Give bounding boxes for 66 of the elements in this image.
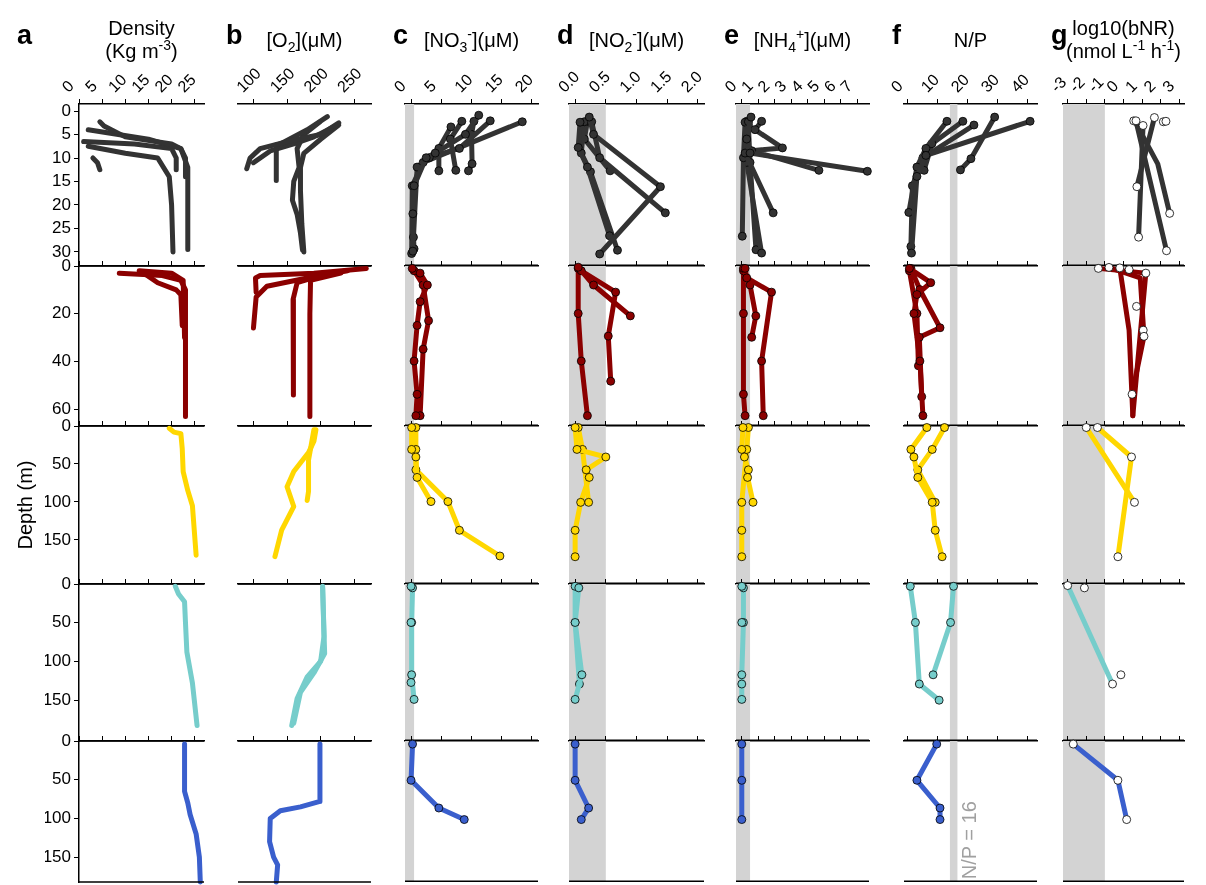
chart-subtitle: [NO$_{2}$$^{-}$](μM) — [588, 25, 685, 55]
chart-subtitle: Density (Kg m$^{-3}$) — [105, 17, 178, 63]
x-tick-label: 10 — [451, 70, 476, 96]
x-tick-label: 20 — [947, 70, 973, 96]
y-tick-label: 20 — [52, 194, 71, 214]
chart-subtitle: [NH$_{4}$$^{+}$](μM) — [753, 25, 852, 55]
x-tick-label: 7 — [837, 77, 856, 96]
y-tick-label: 0 — [61, 573, 71, 593]
x-tick-label: 2 — [1140, 77, 1159, 96]
x-tick-label: 1.0 — [616, 67, 644, 96]
x-tick-label: 1 — [737, 77, 757, 96]
x-tick-label: 20 — [511, 70, 537, 96]
x-tick-label: 10 — [917, 70, 943, 96]
y-tick-label: 40 — [52, 351, 71, 371]
x-tick-label: 0.5 — [585, 67, 614, 96]
x-tick-label: 6 — [820, 77, 839, 96]
band-label: N/P = 16 — [957, 801, 980, 880]
x-tick-label: 2.0 — [677, 67, 706, 96]
x-tick-label: 2 — [754, 77, 773, 96]
x-tick-label: 0 — [887, 77, 906, 96]
x-tick-label: 250 — [333, 64, 365, 96]
x-tick-label: 10 — [104, 70, 130, 96]
x-tick-label: 0.0 — [554, 67, 583, 96]
chart-title: g — [1051, 20, 1068, 50]
chart-subtitle: [NO$_{3}$$^{-}$](μM) — [423, 25, 520, 55]
y-tick-label: 50 — [52, 612, 71, 632]
x-tick-label: 150 — [266, 64, 298, 96]
x-tick-label: 20 — [151, 70, 176, 96]
chart-subtitle: log10(bNR) (nmol L$^{-1}$ h$^{-1}$) — [1066, 17, 1181, 63]
x-tick-label: 15 — [128, 70, 153, 96]
y-tick-label: 15 — [52, 171, 71, 191]
y-tick-label: 0 — [61, 415, 71, 435]
x-tick-label: 3 — [1158, 77, 1178, 96]
chart-subtitle: N/P — [953, 28, 988, 52]
y-tick-label: 50 — [52, 453, 71, 473]
chart-title: e — [724, 20, 740, 51]
chart-subtitle: [O$_{2}$](μM) — [266, 28, 343, 55]
y-tick-label: 10 — [52, 147, 71, 167]
y-tick-label: 60 — [52, 398, 71, 418]
x-tick-label: 25 — [174, 70, 200, 96]
x-tick-label: 100 — [233, 64, 265, 96]
chart-title: d — [557, 20, 574, 51]
x-tick-label: 40 — [1007, 70, 1033, 96]
y-axis-title: Depth (m) — [13, 460, 37, 550]
y-tick-label: 25 — [52, 218, 71, 238]
x-tick-label: 30 — [977, 70, 1003, 96]
x-tick-label: 0 — [721, 77, 740, 96]
x-tick-label: 5 — [420, 77, 440, 96]
y-tick-label: 50 — [52, 769, 71, 789]
chart-title: c — [393, 20, 409, 51]
chart-title: a — [17, 20, 33, 51]
chart-title: b — [226, 20, 243, 51]
x-tick-label: 3 — [770, 77, 790, 96]
x-tick-label: 5 — [81, 77, 101, 96]
x-tick-label: 15 — [481, 70, 507, 96]
y-tick-label: 20 — [52, 303, 71, 323]
x-tick-label: 5 — [804, 77, 823, 96]
x-tick-label: 200 — [300, 64, 332, 96]
y-tick-label: 0 — [61, 730, 71, 750]
x-tick-label: 1.5 — [646, 67, 675, 96]
y-tick-label: 0 — [61, 100, 71, 120]
x-tick-label: 4 — [787, 77, 806, 96]
x-tick-label: 1 — [1121, 77, 1141, 96]
y-tick-label: 5 — [61, 124, 71, 144]
x-tick-label: 0 — [390, 77, 410, 96]
chart-title: f — [892, 20, 901, 51]
